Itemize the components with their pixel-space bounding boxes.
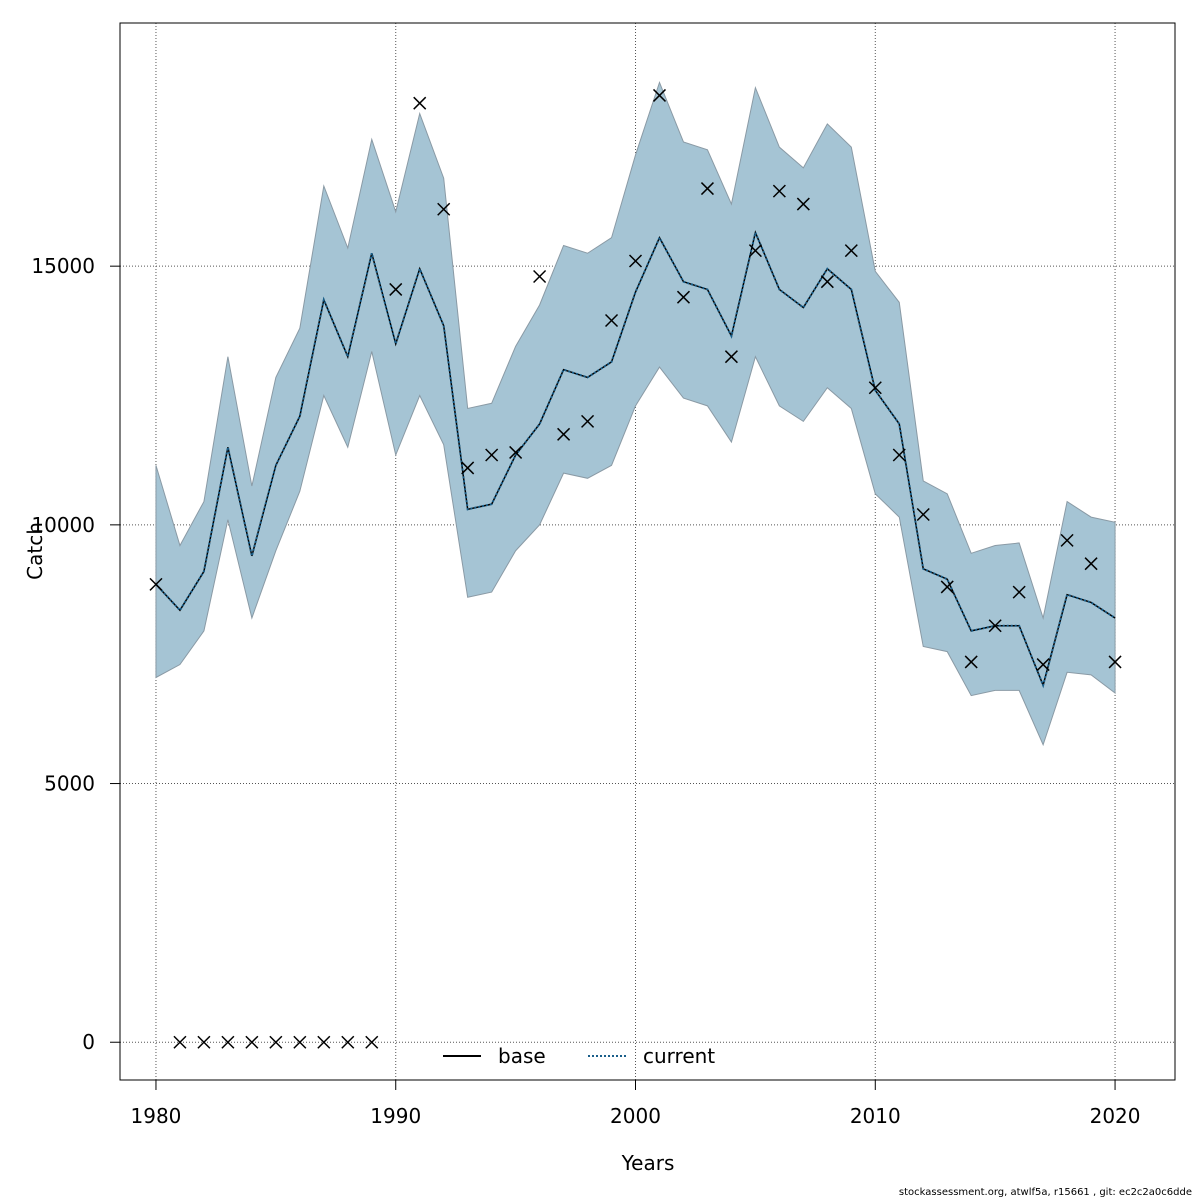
observed-point <box>221 1035 235 1049</box>
observed-point <box>1012 585 1026 599</box>
observed-point <box>772 184 786 198</box>
x-tick-label: 2010 <box>850 1104 901 1128</box>
observed-point <box>461 461 475 475</box>
observed-point <box>1036 658 1050 672</box>
observed-point <box>389 282 403 296</box>
x-axis-title: Years <box>621 1151 675 1175</box>
observed-point <box>245 1035 259 1049</box>
x-tick-label: 2000 <box>610 1104 661 1128</box>
observed-point <box>628 254 643 268</box>
observed-point <box>557 427 571 441</box>
observed-point <box>820 275 834 289</box>
confidence-band-area <box>155 81 1116 747</box>
y-tick-label: 15000 <box>31 254 95 278</box>
plot-frame <box>119 22 1176 1081</box>
series-lines <box>155 229 1116 689</box>
confidence-band <box>155 81 1116 747</box>
observed-point <box>988 619 1002 633</box>
y-tick-label: 10000 <box>31 513 95 537</box>
series-line-current <box>155 229 1116 689</box>
observed-point <box>173 1035 187 1049</box>
observed-point <box>341 1035 355 1049</box>
observed-point <box>1060 533 1074 547</box>
observed-point <box>1084 557 1098 571</box>
observed-point <box>1108 655 1122 669</box>
x-tick-label: 2020 <box>1090 1104 1141 1128</box>
observed-point <box>700 182 714 196</box>
observed-point <box>533 269 547 284</box>
legend: base current <box>443 1044 715 1068</box>
observed-point <box>317 1035 331 1049</box>
observed-point <box>437 202 451 216</box>
x-tick-label: 1980 <box>131 1104 182 1128</box>
observed-point <box>485 448 499 462</box>
observed-point <box>197 1035 211 1049</box>
footer-credit: stockassessment.org, atwlf5a, r15661 , g… <box>898 1187 1192 1198</box>
observed-point <box>940 580 954 594</box>
observed-point <box>892 448 906 462</box>
observed-point <box>581 414 595 428</box>
axes: 1980 1990 2000 2010 2020 0 5000 10000 15000 <box>31 254 1140 1128</box>
legend-current-label: current <box>643 1044 715 1068</box>
observed-point <box>796 197 810 211</box>
observed-point <box>724 350 738 364</box>
observed-point <box>605 313 619 328</box>
observed-point <box>293 1035 307 1049</box>
observed-point <box>413 96 427 110</box>
legend-base-label: base <box>498 1044 546 1068</box>
observed-point <box>916 507 930 522</box>
observed-point <box>676 290 690 304</box>
observed-point <box>868 381 882 395</box>
observed-point <box>365 1035 379 1049</box>
observed-markers <box>149 88 1122 1049</box>
observed-point <box>269 1035 283 1049</box>
y-tick-label: 0 <box>82 1030 95 1054</box>
x-tick-label: 1990 <box>370 1104 421 1128</box>
observed-point <box>149 577 163 591</box>
y-axis-title: Catch <box>23 522 47 580</box>
observed-point <box>652 88 667 102</box>
observed-point <box>964 655 978 669</box>
y-tick-label: 5000 <box>44 772 95 796</box>
observed-point <box>509 445 523 459</box>
observed-point <box>844 244 858 258</box>
observed-point <box>748 244 762 258</box>
